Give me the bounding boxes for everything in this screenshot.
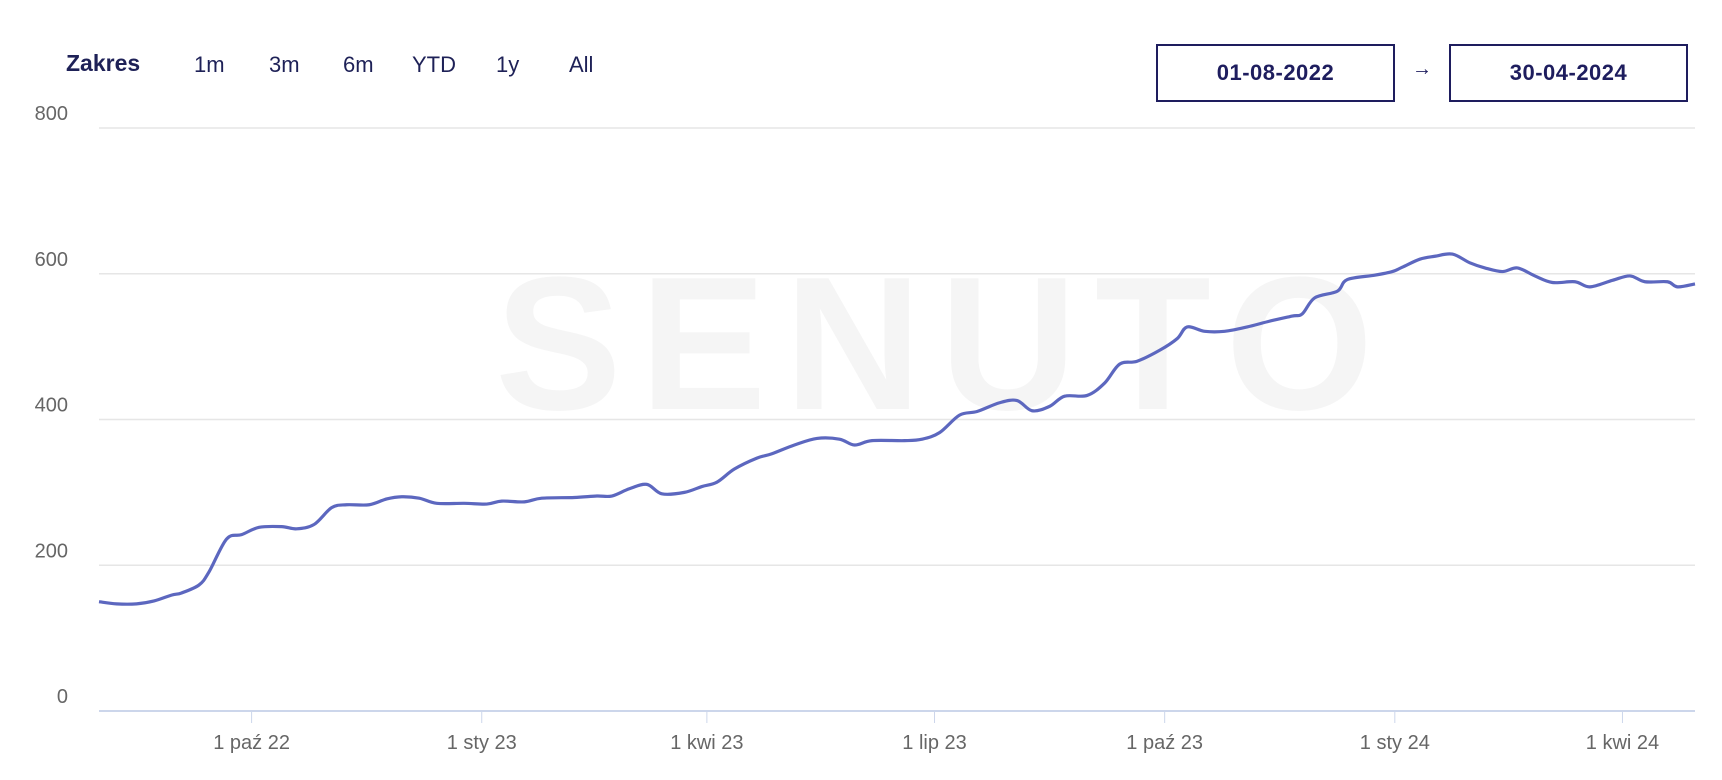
x-tick-label: 1 sty 24 [1360, 732, 1430, 754]
date-from-input[interactable]: 01-08-2022 [1156, 44, 1395, 102]
y-tick-label: 400 [35, 395, 68, 417]
x-tick-label: 1 sty 23 [447, 732, 517, 754]
range-button-3m[interactable]: 3m [269, 52, 300, 77]
y-tick-label: 200 [35, 540, 68, 562]
x-tick-label: 1 paź 22 [213, 732, 290, 754]
y-tick-label: 600 [35, 249, 68, 271]
x-tick-label: 1 kwi 23 [670, 732, 743, 754]
range-button-ytd[interactable]: YTD [412, 52, 456, 77]
range-button-6m[interactable]: 6m [343, 52, 374, 77]
series-line [98, 252, 1696, 606]
range-selector-label: Zakres [66, 50, 141, 76]
date-to-input[interactable]: 30-04-2024 [1449, 44, 1688, 102]
y-tick-label: 0 [57, 686, 68, 708]
range-button-1m[interactable]: 1m [194, 52, 225, 77]
arrow-right-icon: → [1412, 58, 1432, 80]
y-tick-label: 800 [35, 103, 68, 125]
x-tick-label: 1 lip 23 [902, 732, 967, 754]
range-button-1y[interactable]: 1y [496, 52, 520, 77]
range-button-all[interactable]: All [569, 52, 594, 77]
x-tick-label: 1 paź 23 [1126, 732, 1203, 754]
x-tick-label: 1 kwi 24 [1586, 732, 1659, 754]
